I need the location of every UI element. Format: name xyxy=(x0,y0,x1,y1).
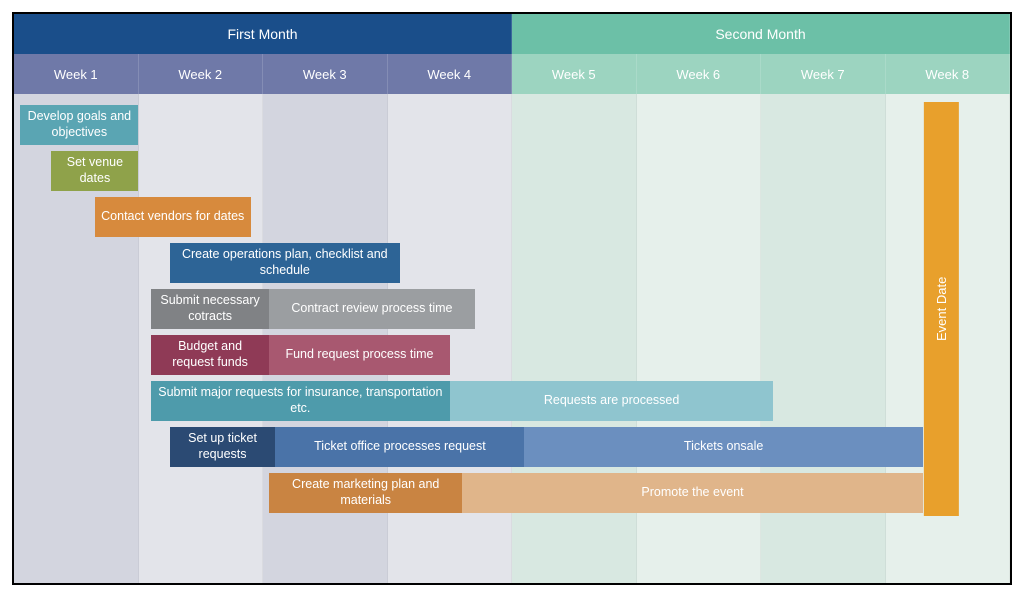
gantt-task-label: Submit necessary cotracts xyxy=(157,293,263,324)
gantt-task-label: Create marketing plan and materials xyxy=(275,477,456,508)
gantt-task-bar: Create marketing plan and materials xyxy=(269,473,462,513)
gantt-task-bar: Submit necessary cotracts xyxy=(151,289,269,329)
gantt-task-bar: Fund request process time xyxy=(269,335,450,375)
milestone-label: Event Date xyxy=(934,277,949,341)
gantt-task-label: Requests are processed xyxy=(544,393,680,409)
week-label: Week 2 xyxy=(178,67,222,82)
gantt-task-bar: Develop goals and objectives xyxy=(20,105,138,145)
week-label: Week 5 xyxy=(552,67,596,82)
month-header-cell: First Month xyxy=(14,14,512,54)
gantt-task-label: Create operations plan, checklist and sc… xyxy=(176,247,394,278)
gantt-task-label: Contact vendors for dates xyxy=(101,209,244,225)
gantt-task-bar: Budget and request funds xyxy=(151,335,269,375)
gantt-task-label: Fund request process time xyxy=(285,347,433,363)
week-header-cell: Week 1 xyxy=(14,54,139,94)
gantt-task-label: Promote the event xyxy=(641,485,743,501)
gantt-task-bar: Promote the event xyxy=(462,473,923,513)
week-header-cell: Week 2 xyxy=(139,54,264,94)
gantt-task-label: Submit major requests for insurance, tra… xyxy=(157,385,444,416)
week-header-cell: Week 3 xyxy=(263,54,388,94)
gantt-task-bar: Contact vendors for dates xyxy=(95,197,251,237)
gantt-task-label: Set up ticket requests xyxy=(176,431,270,462)
week-label: Week 3 xyxy=(303,67,347,82)
week-label: Week 8 xyxy=(925,67,969,82)
month-label: First Month xyxy=(227,26,297,42)
week-label: Week 1 xyxy=(54,67,98,82)
month-header-row: First Month Second Month xyxy=(14,14,1010,54)
gantt-task-bar: Ticket office processes request xyxy=(275,427,524,467)
gantt-task-bar: Tickets onsale xyxy=(524,427,922,467)
gantt-task-label: Develop goals and objectives xyxy=(26,109,132,140)
gantt-chart-container: First MonthSecond Month Week 1Week 2Week… xyxy=(0,0,1024,597)
week-label: Week 6 xyxy=(676,67,720,82)
month-label: Second Month xyxy=(715,26,805,42)
gantt-body: Develop goals and objectives Set venue da… xyxy=(14,94,1010,583)
week-header-row: Week 1 Week 2 Week 3 Week 4 Week 5 Week 6 Week… xyxy=(14,54,1010,94)
gantt-task-bar: Submit major requests for insurance, tra… xyxy=(151,381,450,421)
week-label: Week 7 xyxy=(801,67,845,82)
gantt-task-bar: Contract review process time xyxy=(269,289,474,329)
week-header-cell: Week 4 xyxy=(388,54,513,94)
gantt-task-bar: Create operations plan, checklist and sc… xyxy=(170,243,400,283)
gantt-task-bar: Set up ticket requests xyxy=(170,427,276,467)
gantt-task-bar: Set venue dates xyxy=(51,151,138,191)
gantt-chart-frame: First MonthSecond Month Week 1Week 2Week… xyxy=(12,12,1012,585)
week-header-cell: Week 6 xyxy=(637,54,762,94)
week-header-cell: Week 8 xyxy=(886,54,1011,94)
gantt-bars-layer: Develop goals and objectives Set venue da… xyxy=(14,94,1010,583)
week-header-cell: Week 5 xyxy=(512,54,637,94)
gantt-task-label: Ticket office processes request xyxy=(314,439,486,455)
gantt-task-bar: Requests are processed xyxy=(450,381,774,421)
gantt-task-label: Tickets onsale xyxy=(684,439,763,455)
milestone-bar: Event Date xyxy=(924,102,959,516)
gantt-task-label: Contract review process time xyxy=(291,301,452,317)
gantt-task-label: Set venue dates xyxy=(57,155,132,186)
week-header-cell: Week 7 xyxy=(761,54,886,94)
gantt-task-label: Budget and request funds xyxy=(157,339,263,370)
week-label: Week 4 xyxy=(427,67,471,82)
month-header-cell: Second Month xyxy=(512,14,1010,54)
